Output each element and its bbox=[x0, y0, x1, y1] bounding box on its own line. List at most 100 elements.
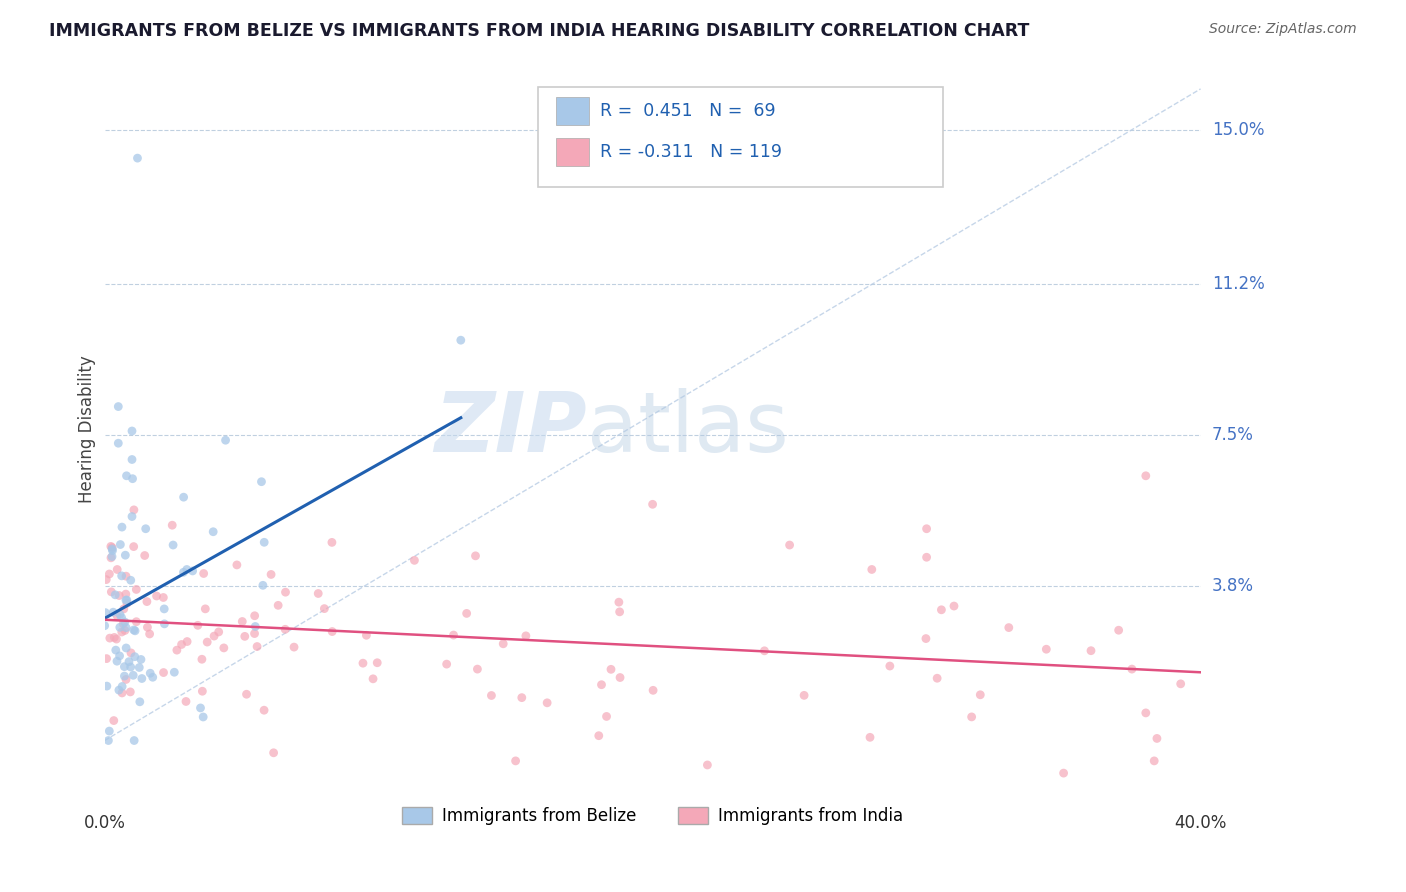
Point bbox=[696, 758, 718, 772]
Point bbox=[960, 710, 983, 724]
Point bbox=[107, 436, 129, 450]
Point bbox=[105, 654, 128, 668]
Text: 11.2%: 11.2% bbox=[1212, 276, 1264, 293]
Point bbox=[111, 520, 134, 534]
Point bbox=[115, 596, 138, 610]
Point bbox=[352, 656, 374, 670]
Point bbox=[152, 665, 174, 680]
Point bbox=[243, 608, 266, 623]
Point bbox=[321, 535, 343, 549]
Point bbox=[115, 621, 138, 635]
Point bbox=[120, 685, 142, 699]
Bar bbox=[557, 138, 589, 166]
Point bbox=[136, 620, 159, 634]
Point bbox=[202, 629, 225, 643]
Point bbox=[1170, 677, 1192, 691]
Point bbox=[94, 606, 117, 620]
Point bbox=[112, 669, 135, 683]
Point bbox=[172, 566, 194, 580]
Point bbox=[754, 644, 776, 658]
Point bbox=[98, 631, 121, 645]
Point bbox=[122, 503, 145, 517]
Point bbox=[243, 626, 266, 640]
Point bbox=[124, 649, 146, 664]
Point bbox=[1146, 731, 1168, 746]
Point bbox=[111, 686, 134, 700]
Point bbox=[609, 671, 631, 685]
FancyBboxPatch shape bbox=[537, 87, 943, 187]
Point bbox=[225, 558, 247, 572]
Text: 7.5%: 7.5% bbox=[1212, 426, 1254, 444]
Point bbox=[779, 538, 801, 552]
Point bbox=[366, 656, 388, 670]
Point bbox=[1143, 754, 1166, 768]
Point bbox=[174, 694, 197, 708]
Point bbox=[142, 670, 165, 684]
Point bbox=[588, 729, 610, 743]
Point bbox=[128, 660, 150, 674]
Point bbox=[108, 683, 131, 698]
Point bbox=[108, 607, 131, 622]
Point bbox=[115, 593, 138, 607]
Point bbox=[173, 490, 195, 504]
Point bbox=[1135, 468, 1157, 483]
Point bbox=[436, 657, 458, 672]
Point bbox=[153, 616, 176, 631]
Point bbox=[443, 628, 465, 642]
Text: IMMIGRANTS FROM BELIZE VS IMMIGRANTS FROM INDIA HEARING DISABILITY CORRELATION C: IMMIGRANTS FROM BELIZE VS IMMIGRANTS FRO… bbox=[49, 22, 1029, 40]
Point bbox=[267, 599, 290, 613]
Point bbox=[595, 709, 617, 723]
Point bbox=[609, 605, 631, 619]
Point bbox=[101, 549, 124, 564]
Point bbox=[193, 566, 215, 581]
Point bbox=[274, 622, 297, 636]
Y-axis label: Hearing Disability: Hearing Disability bbox=[79, 355, 96, 503]
Point bbox=[467, 662, 489, 676]
Point bbox=[162, 538, 184, 552]
Point bbox=[114, 587, 136, 601]
Point bbox=[314, 601, 336, 615]
Point bbox=[1121, 662, 1143, 676]
Text: 40.0%: 40.0% bbox=[1174, 814, 1227, 832]
Point bbox=[859, 731, 882, 745]
Point bbox=[860, 562, 883, 576]
Point bbox=[969, 688, 991, 702]
Point bbox=[356, 628, 378, 642]
Point bbox=[125, 615, 148, 629]
Point bbox=[195, 635, 218, 649]
Point bbox=[115, 468, 138, 483]
Point bbox=[115, 593, 138, 607]
Point bbox=[121, 424, 143, 438]
Point bbox=[134, 549, 156, 563]
Point bbox=[793, 689, 815, 703]
Point bbox=[101, 541, 124, 556]
Point bbox=[1108, 624, 1130, 638]
Point bbox=[1135, 706, 1157, 720]
Point bbox=[110, 610, 132, 624]
Point bbox=[1035, 642, 1057, 657]
Point bbox=[250, 475, 273, 489]
Point bbox=[260, 567, 283, 582]
Point bbox=[231, 615, 253, 629]
Point bbox=[464, 549, 486, 563]
Point bbox=[120, 646, 142, 660]
Point bbox=[1052, 766, 1074, 780]
Point bbox=[194, 602, 217, 616]
Point bbox=[127, 151, 149, 165]
Point bbox=[166, 643, 188, 657]
Point bbox=[246, 640, 269, 654]
Point bbox=[591, 678, 613, 692]
Point bbox=[515, 629, 537, 643]
Point bbox=[233, 629, 256, 643]
Point bbox=[105, 562, 128, 576]
Point bbox=[456, 607, 478, 621]
Point bbox=[111, 625, 134, 640]
Point bbox=[235, 687, 257, 701]
Point bbox=[98, 566, 121, 581]
Point bbox=[163, 665, 186, 680]
Text: R = -0.311   N = 119: R = -0.311 N = 119 bbox=[600, 143, 782, 161]
Point bbox=[120, 660, 142, 674]
Point bbox=[600, 662, 623, 676]
Point bbox=[96, 651, 118, 665]
Point bbox=[129, 652, 152, 666]
